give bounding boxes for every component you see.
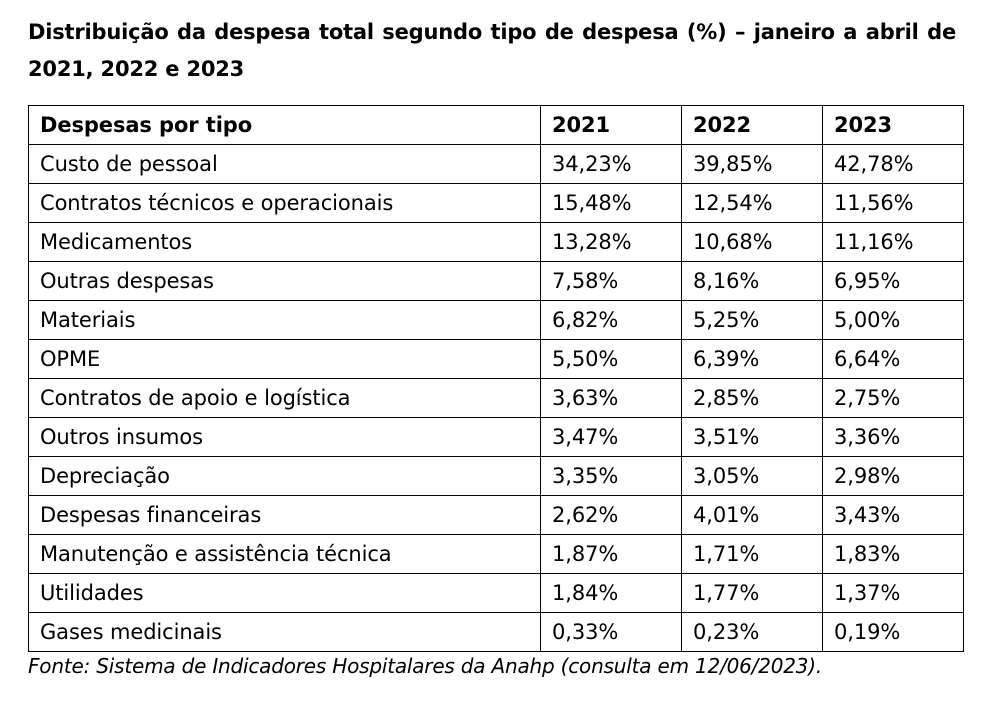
- expense-distribution-table: Despesas por tipo 2021 2022 2023 Custo d…: [28, 105, 964, 652]
- cell-expense-type: Custo de pessoal: [28, 144, 541, 184]
- table-row: Custo de pessoal 34,23% 39,85% 42,78%: [28, 144, 964, 184]
- cell-expense-type: Medicamentos: [28, 222, 541, 262]
- cell-2021: 1,84%: [540, 573, 682, 613]
- cell-2021: 3,35%: [540, 456, 682, 496]
- cell-expense-type: Utilidades: [28, 573, 541, 613]
- cell-2023: 2,75%: [822, 378, 964, 418]
- cell-2022: 1,77%: [681, 573, 823, 613]
- table-row: Manutenção e assistência técnica 1,87% 1,7…: [28, 534, 964, 574]
- cell-2023: 11,16%: [822, 222, 964, 262]
- cell-expense-type: Depreciação: [28, 456, 541, 496]
- cell-2022: 1,71%: [681, 534, 823, 574]
- column-header-2022: 2022: [681, 105, 823, 145]
- cell-2023: 0,19%: [822, 612, 964, 652]
- cell-2023: 5,00%: [822, 300, 964, 340]
- table-row: Utilidades 1,84% 1,77% 1,37%: [28, 573, 964, 613]
- table-row: Medicamentos 13,28% 10,68% 11,16%: [28, 222, 964, 262]
- table-row: Contratos de apoio e logística 3,63% 2,85%…: [28, 378, 964, 418]
- table-row: Contratos técnicos e operacionais 15,48% 1…: [28, 183, 964, 223]
- cell-expense-type: Outros insumos: [28, 417, 541, 457]
- cell-expense-type: Contratos técnicos e operacionais: [28, 183, 541, 223]
- cell-2021: 13,28%: [540, 222, 682, 262]
- cell-2023: 11,56%: [822, 183, 964, 223]
- table-title: Distribuição da despesa total segundo ti…: [28, 20, 956, 81]
- cell-expense-type: OPME: [28, 339, 541, 379]
- table-row: Outras despesas 7,58% 8,16% 6,95%: [28, 261, 964, 301]
- cell-2022: 39,85%: [681, 144, 823, 184]
- cell-expense-type: Outras despesas: [28, 261, 541, 301]
- cell-2022: 6,39%: [681, 339, 823, 379]
- table-row: Depreciação 3,35% 3,05% 2,98%: [28, 456, 964, 496]
- cell-2021: 5,50%: [540, 339, 682, 379]
- table-row: OPME 5,50% 6,39% 6,64%: [28, 339, 964, 379]
- cell-2022: 3,05%: [681, 456, 823, 496]
- cell-2022: 5,25%: [681, 300, 823, 340]
- cell-2023: 42,78%: [822, 144, 964, 184]
- cell-2021: 15,48%: [540, 183, 682, 223]
- cell-2021: 2,62%: [540, 495, 682, 535]
- table-row: Outros insumos 3,47% 3,51% 3,36%: [28, 417, 964, 457]
- cell-2022: 8,16%: [681, 261, 823, 301]
- table-row: Despesas financeiras 2,62% 4,01% 3,43%: [28, 495, 964, 535]
- cell-2023: 1,37%: [822, 573, 964, 613]
- cell-2023: 3,43%: [822, 495, 964, 535]
- column-header-expense-type: Despesas por tipo: [28, 105, 541, 145]
- column-header-2023: 2023: [822, 105, 964, 145]
- cell-2023: 6,64%: [822, 339, 964, 379]
- table-row: Materiais 6,82% 5,25% 5,00%: [28, 300, 964, 340]
- cell-2022: 4,01%: [681, 495, 823, 535]
- cell-2023: 3,36%: [822, 417, 964, 457]
- cell-2021: 34,23%: [540, 144, 682, 184]
- cell-expense-type: Gases medicinais: [28, 612, 541, 652]
- source-note: Fonte: Sistema de Indicadores Hospitalar…: [28, 654, 823, 678]
- cell-2023: 6,95%: [822, 261, 964, 301]
- cell-2022: 2,85%: [681, 378, 823, 418]
- cell-2021: 1,87%: [540, 534, 682, 574]
- table-row: Gases medicinais 0,33% 0,23% 0,19%: [28, 612, 964, 652]
- cell-2021: 3,63%: [540, 378, 682, 418]
- cell-expense-type: Contratos de apoio e logística: [28, 378, 541, 418]
- cell-2021: 7,58%: [540, 261, 682, 301]
- cell-2023: 1,83%: [822, 534, 964, 574]
- cell-2022: 10,68%: [681, 222, 823, 262]
- cell-expense-type: Materiais: [28, 300, 541, 340]
- cell-expense-type: Despesas financeiras: [28, 495, 541, 535]
- cell-2021: 0,33%: [540, 612, 682, 652]
- cell-2022: 12,54%: [681, 183, 823, 223]
- cell-2021: 6,82%: [540, 300, 682, 340]
- cell-2022: 3,51%: [681, 417, 823, 457]
- cell-2022: 0,23%: [681, 612, 823, 652]
- cell-expense-type: Manutenção e assistência técnica: [28, 534, 541, 574]
- cell-2023: 2,98%: [822, 456, 964, 496]
- cell-2021: 3,47%: [540, 417, 682, 457]
- table-header-row: Despesas por tipo 2021 2022 2023: [28, 105, 964, 145]
- column-header-2021: 2021: [540, 105, 682, 145]
